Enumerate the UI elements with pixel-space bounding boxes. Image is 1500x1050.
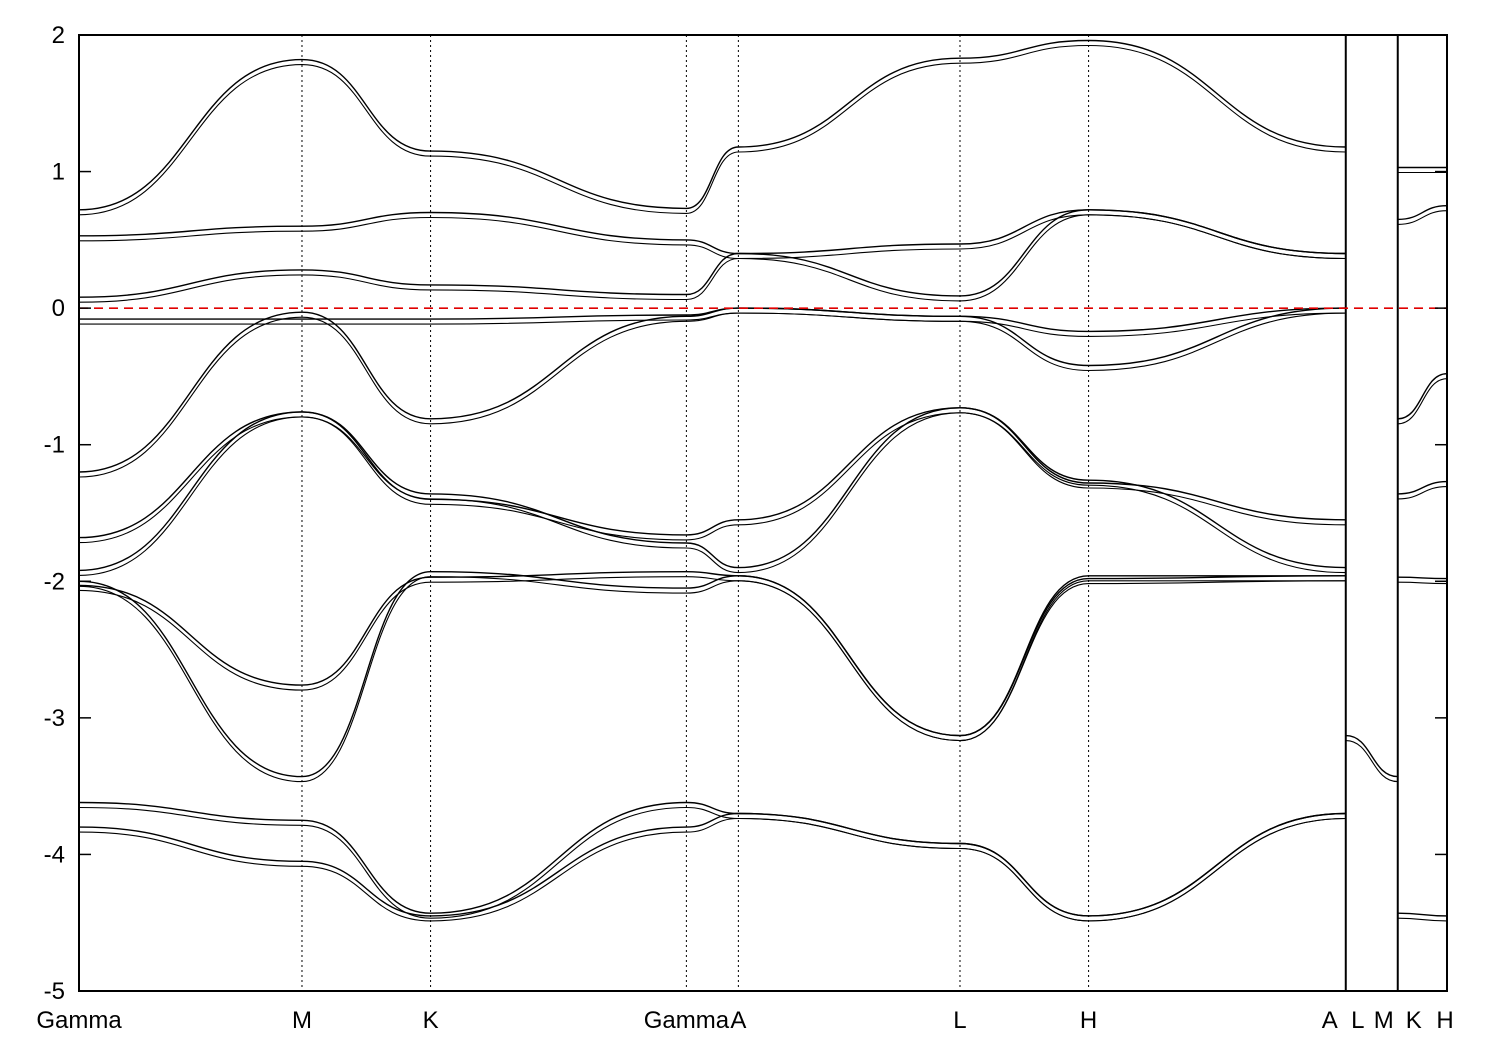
- band-15: [1397, 373, 1448, 420]
- ytick-label-1: 1: [52, 159, 65, 186]
- band-9: [78, 209, 1346, 255]
- xtick-label-0: Gamma: [36, 1007, 122, 1034]
- ytick-label-7: -5: [44, 978, 65, 1005]
- band-11-split: [1345, 740, 1398, 783]
- xtick-label-2: K: [423, 1007, 439, 1034]
- band-4-split: [78, 412, 1346, 576]
- xtick-label-5: L: [953, 1007, 966, 1034]
- band-14: [1397, 480, 1448, 495]
- band-13: [1397, 576, 1448, 580]
- ytick-label-0: 2: [52, 22, 65, 49]
- band-4: [78, 407, 1346, 572]
- band-curves: [78, 39, 1448, 922]
- ytick-label-3: -1: [44, 432, 65, 459]
- band-13-split: [1397, 581, 1448, 585]
- ytick-label-6: -4: [44, 841, 65, 868]
- xtick-label-11: H: [1436, 1007, 1453, 1034]
- y-axis-tick-labels: 2 1 0 -1 -2 -3 -4 -5: [44, 22, 65, 1005]
- band-3-split: [78, 576, 1346, 742]
- band-8-split: [78, 214, 1346, 303]
- band-0: [78, 801, 1346, 917]
- band-15-split: [1397, 378, 1448, 425]
- xtick-label-10: K: [1406, 1007, 1422, 1034]
- plot-frame: [78, 34, 1448, 992]
- band-16: [1397, 205, 1448, 221]
- xtick-label-6: H: [1080, 1007, 1097, 1034]
- x-axis-high-symmetry-labels: Gamma M K Gamma A L H A L M K H: [36, 1007, 1453, 1034]
- plot-border: [78, 34, 1448, 992]
- band-9-split: [78, 214, 1346, 260]
- band-10-split: [78, 44, 1346, 216]
- band-12-split: [1397, 917, 1448, 922]
- xtick-label-3: Gamma: [644, 1007, 730, 1034]
- ytick-label-2: 0: [52, 295, 65, 322]
- band-1-split: [78, 817, 1346, 922]
- band-7: [79, 307, 1346, 333]
- xtick-label-9: M: [1374, 1007, 1394, 1034]
- band-6: [78, 307, 1346, 473]
- xtick-label-8: L: [1351, 1007, 1364, 1034]
- ytick-label-4: -2: [44, 568, 65, 595]
- band-11: [1345, 734, 1398, 778]
- band-10: [78, 39, 1346, 211]
- xtick-label-1: M: [292, 1007, 312, 1034]
- band-5: [78, 407, 1346, 539]
- band-2-split: [78, 576, 1346, 783]
- band-1: [78, 812, 1346, 917]
- band-14-split: [1397, 486, 1448, 500]
- band-12: [1397, 912, 1448, 917]
- band-5-split: [78, 412, 1346, 544]
- band-6-split: [78, 312, 1346, 478]
- xtick-label-4: A: [730, 1007, 746, 1034]
- band-3: [78, 570, 1346, 737]
- xtick-label-7: A: [1322, 1007, 1338, 1034]
- band-8: [78, 209, 1346, 298]
- band-7-split: [79, 312, 1346, 337]
- ytick-label-5: -3: [44, 705, 65, 732]
- band-2: [78, 570, 1346, 778]
- high-symmetry-gridlines: [301, 35, 1399, 991]
- band-16-split: [1397, 210, 1448, 225]
